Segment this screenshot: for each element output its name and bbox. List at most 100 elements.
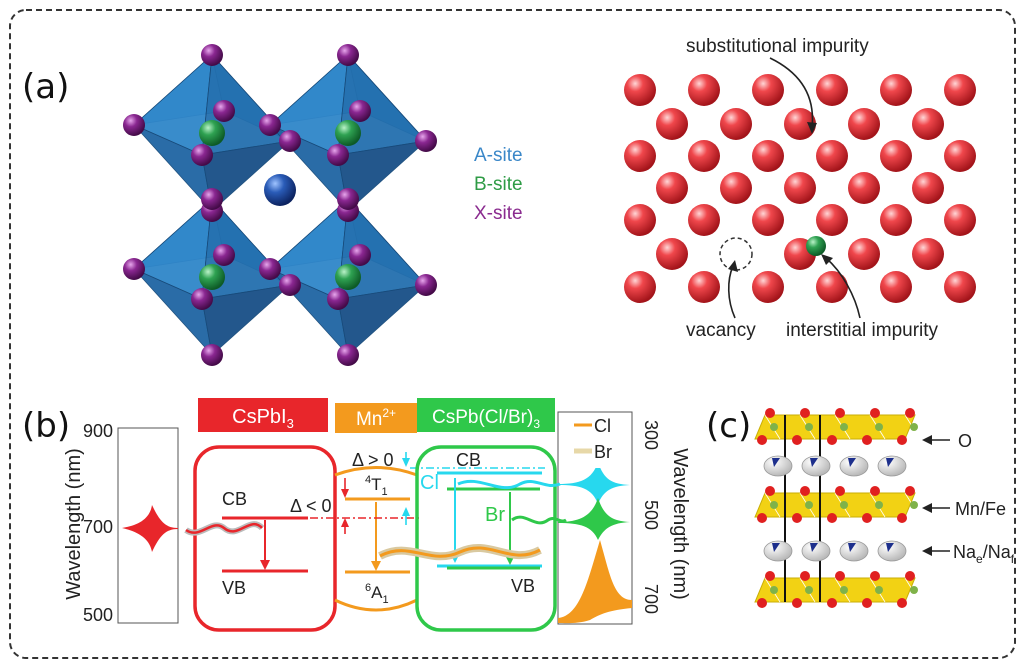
x-site-atom xyxy=(337,344,359,366)
host-atom xyxy=(720,172,752,204)
cspbi3-emission-wave xyxy=(185,522,263,534)
mnfe-atom xyxy=(910,586,918,594)
oxygen-atom xyxy=(835,486,845,496)
x-site-atom xyxy=(123,258,145,280)
host-atom xyxy=(848,172,880,204)
oxygen-atom xyxy=(827,598,837,608)
mn-emission-wave xyxy=(379,546,541,558)
host-atom xyxy=(624,271,656,303)
defect-lattice xyxy=(624,74,976,303)
br-emission-peak xyxy=(558,498,630,540)
oxygen-atom xyxy=(757,435,767,445)
mnfe-atom xyxy=(770,501,778,509)
oxygen-atom xyxy=(757,598,767,608)
host-atom xyxy=(944,204,976,236)
host-atom xyxy=(688,204,720,236)
mnfe-atom xyxy=(840,501,848,509)
host-atom xyxy=(752,74,784,106)
oxygen-atom xyxy=(800,486,810,496)
arrowhead-substitutional xyxy=(807,122,817,134)
host-atom xyxy=(816,140,848,172)
sodium-atom xyxy=(839,540,869,562)
host-atom xyxy=(720,108,752,140)
mn-title: Mn2+ xyxy=(356,406,396,430)
mnfe-atom xyxy=(910,423,918,431)
x-site-atom xyxy=(337,188,359,210)
cl-emission-peak xyxy=(558,462,630,504)
host-atom xyxy=(848,238,880,270)
interstitial-atom xyxy=(806,236,826,256)
host-atom xyxy=(656,172,688,204)
oxygen-atom xyxy=(792,435,802,445)
oxygen-atom xyxy=(905,408,915,418)
delta-positive: Δ > 0 xyxy=(352,450,394,470)
cspbclbr-title-bg xyxy=(417,398,555,432)
energy-diagram: 900 700 500 Wavelength (nm) 300 500 700 … xyxy=(63,398,691,632)
x-site-atom xyxy=(191,288,213,310)
host-atom xyxy=(624,74,656,106)
host-atom xyxy=(752,271,784,303)
sodium-atom xyxy=(801,540,831,562)
mnfe-layer xyxy=(754,492,916,518)
cspbclbr-title: CsPb(Cl/Br)3 xyxy=(432,407,540,431)
oxygen-atom xyxy=(862,598,872,608)
oxygen-atom xyxy=(765,571,775,581)
x-site-atom xyxy=(201,344,223,366)
host-atom xyxy=(688,140,720,172)
oxygen-atom xyxy=(800,408,810,418)
host-atom xyxy=(784,108,816,140)
b-site-atom xyxy=(199,264,225,290)
octahedron-face xyxy=(201,284,292,356)
sodium-occupancy-mark xyxy=(772,543,780,552)
x-site-atom xyxy=(415,274,437,296)
label-substitutional-impurity: substitutional impurity xyxy=(686,36,869,57)
cspbi3-box xyxy=(193,445,337,632)
x-site-atom xyxy=(201,188,223,210)
legend-cl-text: Cl xyxy=(594,416,611,436)
legend-br-text: Br xyxy=(594,442,612,462)
oxygen-atom xyxy=(897,598,907,608)
arrow-vacancy xyxy=(727,265,736,319)
octahedron-face xyxy=(201,140,292,212)
label-o: O xyxy=(958,431,972,451)
mnfe-atom xyxy=(770,586,778,594)
red-down-arrowhead xyxy=(341,489,349,498)
oxygen-atom xyxy=(870,571,880,581)
oxygen-atom xyxy=(835,571,845,581)
x-site-atom xyxy=(259,258,281,280)
right-tick-300: 300 xyxy=(641,420,661,450)
oxygen-atom xyxy=(827,513,837,523)
label-vacancy: vacancy xyxy=(686,320,756,341)
b-site-atom xyxy=(199,120,225,146)
sodium-atom xyxy=(839,455,869,477)
arrow-substitutional xyxy=(769,57,814,129)
mnfe-atom xyxy=(805,423,813,431)
left-tick-900: 900 xyxy=(83,421,113,441)
mnfe-atom xyxy=(805,501,813,509)
panel-label-c: (c) xyxy=(706,406,751,446)
cyan-down-arrowhead xyxy=(402,458,410,467)
host-atom xyxy=(848,108,880,140)
cspbclbr-cb-label: CB xyxy=(456,450,481,470)
sodium-occupancy-mark xyxy=(772,458,780,467)
arrowhead-o xyxy=(922,435,932,445)
host-atom xyxy=(944,271,976,303)
x-site-atom xyxy=(415,130,437,152)
mn-emission-peak xyxy=(558,540,632,624)
host-atom xyxy=(752,140,784,172)
cl-level-label: Cl xyxy=(420,472,439,494)
cspbclbr-vb-label: VB xyxy=(511,576,535,596)
oxygen-atom xyxy=(897,513,907,523)
sodium-occupancy-mark xyxy=(810,458,818,467)
host-atom xyxy=(624,204,656,236)
cspbi3-vb-label: VB xyxy=(222,578,246,598)
right-axis-label: Wavelength (nm) xyxy=(669,448,691,600)
mn-bottom-arc xyxy=(334,598,418,612)
x-site-atom xyxy=(349,100,371,122)
octahedron-face xyxy=(337,140,428,212)
sodium-atom xyxy=(877,455,907,477)
legend-x-site: X-site xyxy=(474,203,523,224)
x-site-atom xyxy=(123,114,145,136)
mnfe-layer xyxy=(754,414,916,440)
cl-emission-wave xyxy=(457,479,561,490)
